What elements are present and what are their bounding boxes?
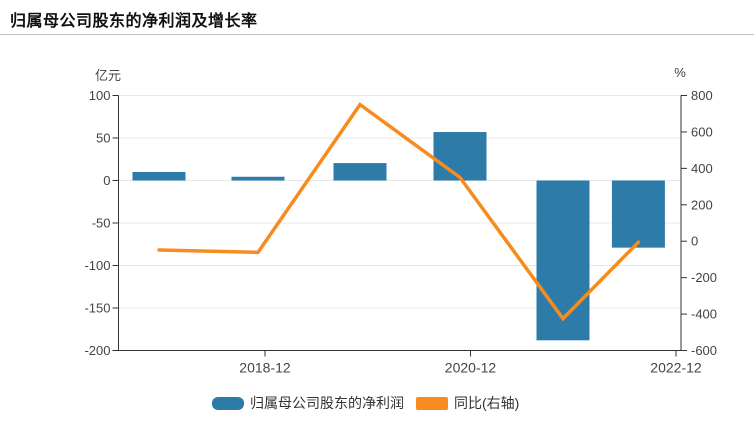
right-axis-tick-label: 600 [691, 124, 713, 139]
right-axis-unit-label: % [674, 65, 686, 80]
left-axis-unit-label: 亿元 [94, 68, 121, 83]
right-axis-tick-label: 0 [691, 234, 698, 249]
left-axis-tick-label: -150 [84, 301, 110, 316]
right-axis-tick-label: 200 [691, 197, 713, 212]
right-axis-tick-label: 400 [691, 161, 713, 176]
legend: 归属母公司股东的净利润 同比(右轴) [212, 393, 519, 413]
right-axis-tick-label: -200 [691, 270, 717, 285]
line-yoy [157, 102, 641, 322]
left-axis-tick-label: -50 [92, 216, 111, 231]
left-axis-tick-label: -100 [84, 258, 110, 273]
line-series-swatch [416, 396, 448, 410]
left-axis-tick-label: 100 [89, 88, 111, 103]
bar-net-profit [536, 180, 590, 341]
left-axis-tick-label: 50 [96, 131, 110, 146]
bar-net-profit [132, 172, 186, 181]
left-axis-tick-label: -200 [84, 343, 110, 358]
title-divider [0, 34, 754, 35]
left-axis-tick-label: 0 [103, 173, 110, 188]
legend-item-net-profit[interactable]: 归属母公司股东的净利润 [212, 393, 404, 413]
bar-net-profit [231, 176, 285, 181]
bar-net-profit [433, 132, 487, 181]
legend-item-yoy[interactable]: 同比(右轴) [416, 393, 519, 413]
right-axis-tick-label: 800 [691, 88, 713, 103]
right-axis-tick-label: -400 [691, 307, 717, 322]
right-axis-tick-label: -600 [691, 343, 717, 358]
x-axis-tick-label: 2022-12 [650, 360, 702, 376]
x-axis-tick-label: 2018-12 [239, 360, 291, 376]
bar-series-swatch [212, 396, 244, 410]
page-title: 归属母公司股东的净利润及增长率 [10, 13, 258, 30]
bar-net-profit [611, 180, 665, 248]
bar-net-profit [333, 163, 387, 181]
legend-label-net-profit: 归属母公司股东的净利润 [250, 395, 404, 411]
x-axis-tick-label: 2020-12 [445, 360, 497, 376]
legend-label-yoy: 同比(右轴) [454, 395, 520, 411]
